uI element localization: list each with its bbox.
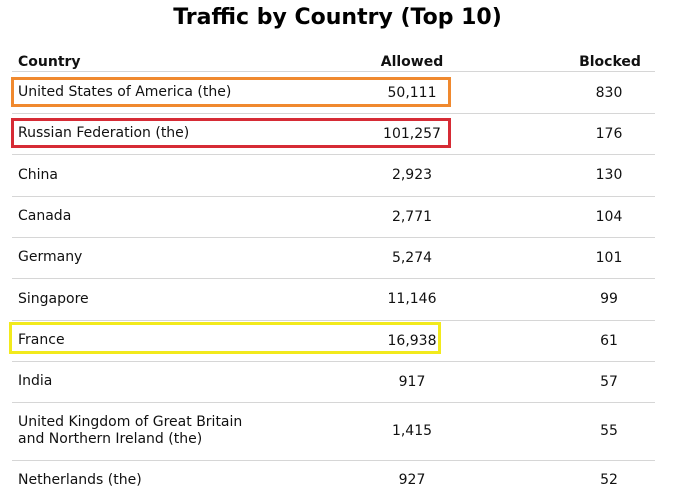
table-row: India 917 57 [12,361,655,403]
blocked-cell: 176 [595,125,623,142]
column-header-country: Country [18,54,81,70]
country-cell: France [18,332,65,348]
table-row: France 16,938 61 [12,320,655,362]
country-cell: United Kingdom of Great Britain and Nort… [18,414,243,447]
table-title: Traffic by Country (Top 10) [173,5,502,30]
country-cell: Singapore [18,290,89,307]
blocked-cell: 104 [595,208,623,225]
table-row: Netherlands (the) 927 52 [12,460,655,500]
table-row: Russian Federation (the) 101,257 176 [12,113,655,155]
allowed-cell: 50,111 [387,84,437,101]
table-row: Germany 5,274 101 [12,237,655,279]
allowed-cell: 11,146 [387,291,437,307]
column-header-allowed: Allowed [380,54,444,70]
allowed-cell: 927 [398,472,426,488]
header-divider [12,71,655,72]
blocked-cell: 101 [595,249,623,266]
blocked-cell: 99 [600,291,618,307]
allowed-cell: 2,771 [391,208,433,225]
table-row: Singapore 11,146 99 [12,278,655,321]
table-row: United Kingdom of Great Britain and Nort… [12,402,655,461]
country-cell: Canada [18,208,72,224]
blocked-cell: 130 [595,167,623,183]
blocked-cell: 52 [600,472,618,488]
blocked-cell: 57 [600,373,618,390]
country-cell: United States of America (the) [18,84,232,100]
allowed-cell: 5,274 [391,249,433,266]
column-header-blocked: Blocked [579,54,641,70]
blocked-cell: 61 [600,332,618,349]
country-cell: Germany [18,249,83,265]
allowed-cell: 16,938 [387,332,437,349]
allowed-cell: 2,923 [391,167,433,183]
allowed-cell: 101,257 [383,125,441,142]
table-row: Canada 2,771 104 [12,196,655,238]
table-row: China 2,923 130 [12,154,655,197]
allowed-cell: 917 [398,373,426,390]
country-cell: China [18,166,58,183]
country-cell: Netherlands (the) [18,471,142,488]
country-cell: Russian Federation (the) [18,125,190,141]
table-row: United States of America (the) 50,111 830 [12,72,655,114]
blocked-cell: 830 [595,84,623,101]
country-cell: India [18,373,53,389]
blocked-cell: 55 [600,423,618,439]
allowed-cell: 1,415 [391,423,433,439]
